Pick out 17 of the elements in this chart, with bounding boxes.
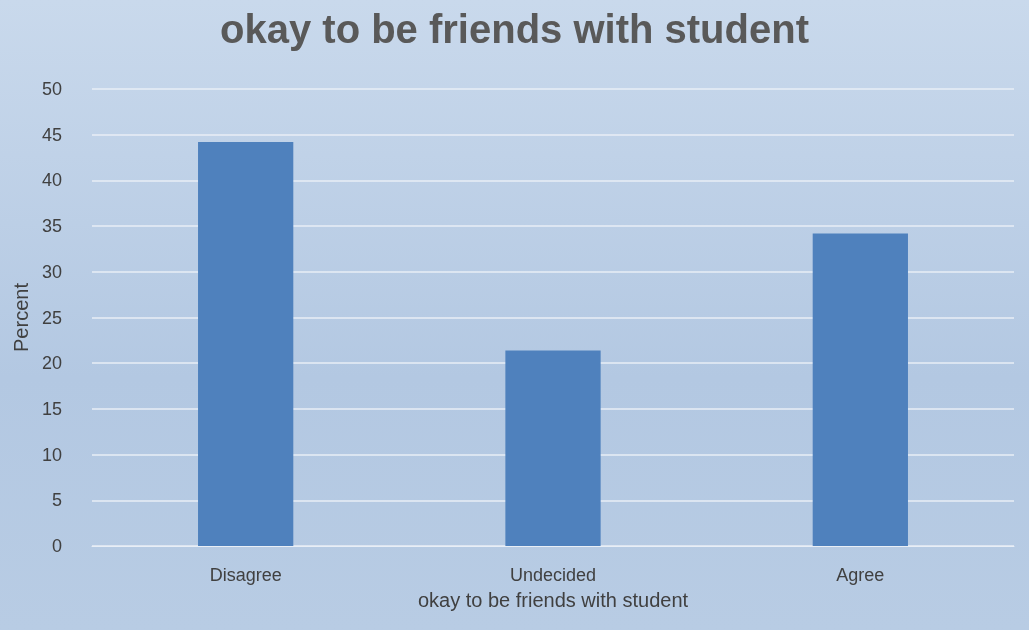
y-axis-title: Percent	[10, 282, 33, 352]
x-tick-label: Undecided	[509, 565, 597, 585]
y-tick-label: 50	[41, 79, 62, 99]
y-tick-label: 20	[41, 353, 62, 374]
chart-title: okay to be friends with student	[220, 7, 809, 51]
x-tick-label: Disagree	[209, 565, 282, 585]
y-tick-label: 5	[51, 490, 62, 511]
x-tick-label: Agree	[836, 565, 885, 585]
y-tick-label: 0	[51, 536, 62, 556]
y-tick-label: 15	[41, 398, 62, 419]
y-tick-label: 25	[41, 307, 62, 328]
x-axis-title: okay to be friends with student	[417, 589, 689, 611]
y-tick-label: 35	[41, 216, 62, 237]
y-tick-label: 45	[41, 124, 62, 145]
y-tick-label: 30	[41, 261, 62, 282]
y-tick-label: 40	[41, 170, 62, 191]
y-tick-label: 10	[41, 444, 62, 465]
